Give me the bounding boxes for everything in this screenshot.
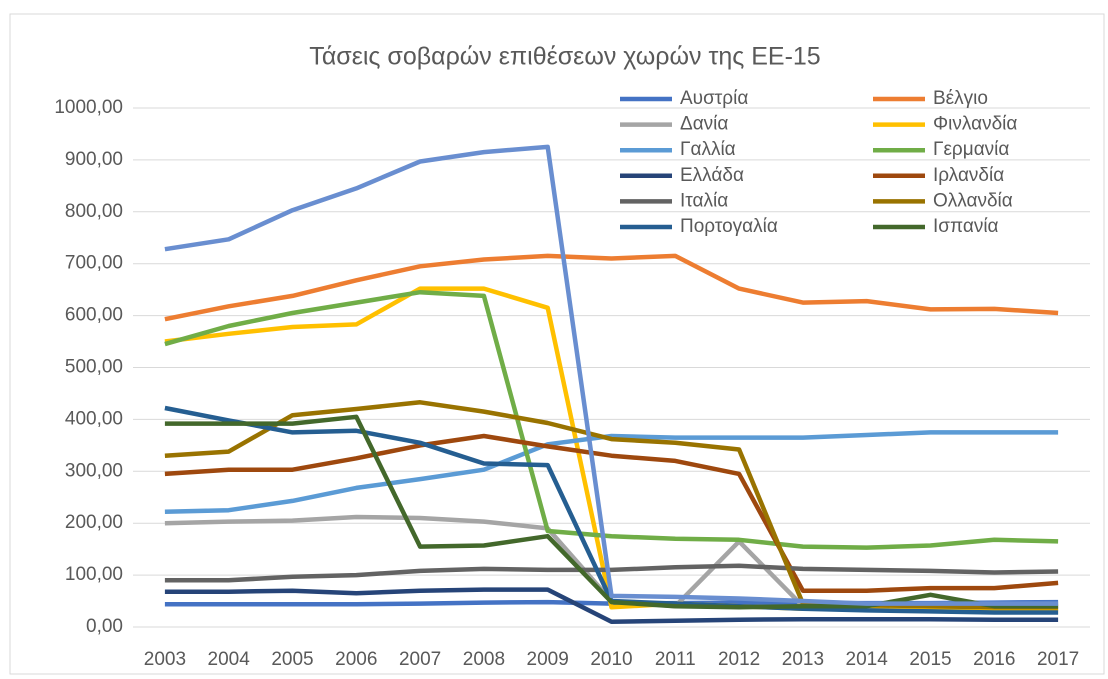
y-tick-label: 800,00: [65, 201, 123, 222]
series-line: [164, 253, 1059, 322]
series-line: [164, 563, 1059, 583]
series-line: [164, 587, 1059, 625]
legend-label: Φινλανδία: [933, 114, 1017, 135]
series-line: [164, 430, 1059, 515]
series-line: [164, 289, 1059, 550]
x-tick-label: 2005: [271, 649, 313, 670]
y-tick-label: 400,00: [65, 408, 123, 429]
y-tick-label: 500,00: [65, 357, 123, 378]
legend-label: Πορτογαλία: [680, 216, 778, 237]
x-tick-label: 2013: [782, 649, 824, 670]
y-tick-label: 100,00: [65, 564, 123, 585]
legend-label: Ισπανία: [933, 216, 999, 237]
series-line: [164, 400, 1059, 610]
legend-label: Ιρλανδία: [933, 165, 1004, 186]
x-tick-label: 2016: [973, 649, 1015, 670]
legend-label: Ολλανδία: [933, 190, 1013, 211]
legend-label: Αυστρία: [680, 88, 748, 109]
legend-label: Γερμανία: [933, 139, 1009, 160]
x-tick-label: 2017: [1037, 649, 1079, 670]
y-tick-label: 700,00: [65, 253, 123, 274]
legend-label: Δανία: [680, 114, 728, 135]
y-tick-label: 900,00: [65, 149, 123, 170]
chart-title: Τάσεις σοβαρών επιθέσεων χωρών της ΕΕ-15: [309, 43, 820, 71]
x-tick-label: 2015: [909, 649, 951, 670]
x-tick-label: 2012: [718, 649, 760, 670]
y-tick-label: 200,00: [65, 512, 123, 533]
legend-label: Ελλάδα: [680, 165, 744, 186]
x-tick-label: 2003: [144, 649, 186, 670]
x-tick-label: 2008: [463, 649, 505, 670]
x-tick-label: 2007: [399, 649, 441, 670]
y-tick-label: 0,00: [86, 616, 123, 637]
x-tick-label: 2006: [335, 649, 377, 670]
legend-label: Γαλλία: [680, 139, 736, 160]
y-tick-label: 300,00: [65, 460, 123, 481]
legend-label: Βέλγιο: [933, 88, 988, 109]
legend-label: Ιταλία: [680, 190, 728, 211]
series-line: [164, 144, 1059, 606]
y-tick-label: 600,00: [65, 305, 123, 326]
y-tick-label: 1000,00: [54, 97, 123, 118]
x-tick-label: 2009: [527, 649, 569, 670]
x-tick-label: 2014: [846, 649, 889, 670]
x-tick-label: 2010: [590, 649, 632, 670]
x-tick-label: 2004: [208, 649, 251, 670]
series-line: [164, 414, 1059, 610]
x-tick-label: 2011: [655, 649, 696, 670]
series-line: [164, 433, 1059, 593]
